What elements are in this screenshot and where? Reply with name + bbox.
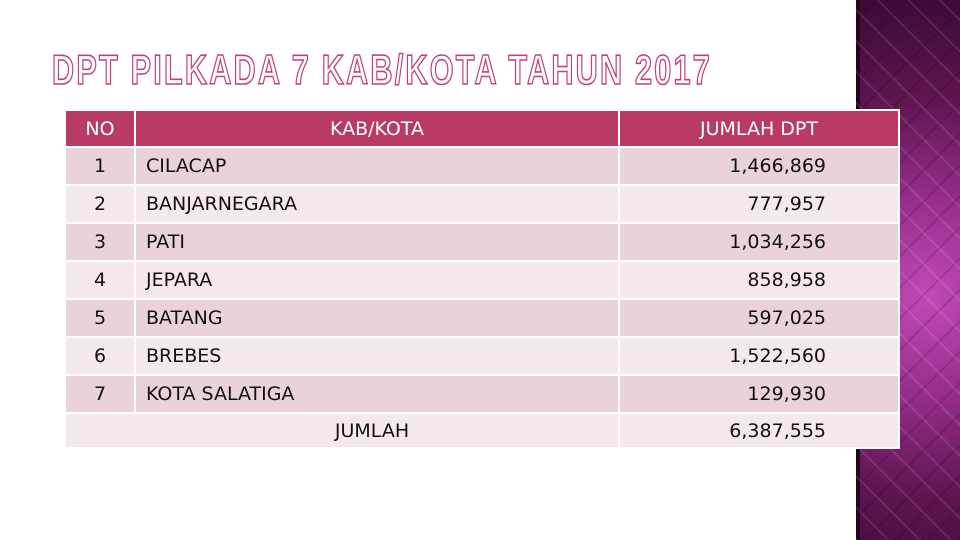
row-no: 3: [64, 222, 136, 262]
row-no: 6: [64, 336, 136, 376]
row-jumlah-dpt: 777,957: [618, 184, 900, 224]
header-jumlah-dpt: JUMLAH DPT: [618, 109, 900, 148]
row-no: 2: [64, 184, 136, 224]
table-row: 5 BATANG 597,025: [64, 298, 900, 338]
dpt-table: NO KAB/KOTA JUMLAH DPT 1 CILACAP 1,466,8…: [64, 109, 900, 449]
slide-title: DPT PILKADA 7 KAB/KOTA TAHUN 2017: [50, 44, 840, 94]
table-row: 3 PATI 1,034,256: [64, 222, 900, 262]
header-kab-kota: KAB/KOTA: [134, 109, 620, 148]
table-row: 4 JEPARA 858,958: [64, 260, 900, 300]
row-kab-kota: PATI: [134, 222, 620, 262]
table-header-row: NO KAB/KOTA JUMLAH DPT: [64, 109, 900, 148]
row-jumlah-dpt: 1,034,256: [618, 222, 900, 262]
table-row: 6 BREBES 1,522,560: [64, 336, 900, 376]
row-jumlah-dpt: 129,930: [618, 374, 900, 414]
table-row: 7 KOTA SALATIGA 129,930: [64, 374, 900, 414]
row-jumlah-dpt: 1,466,869: [618, 146, 900, 186]
row-kab-kota: CILACAP: [134, 146, 620, 186]
row-no: 1: [64, 146, 136, 186]
decorative-side-panel: [856, 0, 960, 540]
row-jumlah-dpt: 858,958: [618, 260, 900, 300]
table-row: 1 CILACAP 1,466,869: [64, 146, 900, 186]
slide-title-text: DPT PILKADA 7 KAB/KOTA TAHUN 2017: [52, 46, 712, 93]
total-label: JUMLAH: [64, 412, 620, 449]
total-value: 6,387,555: [618, 412, 900, 449]
row-kab-kota: KOTA SALATIGA: [134, 374, 620, 414]
row-no: 5: [64, 298, 136, 338]
table-row: 2 BANJARNEGARA 777,957: [64, 184, 900, 224]
header-no: NO: [64, 109, 136, 148]
row-kab-kota: BATANG: [134, 298, 620, 338]
row-no: 7: [64, 374, 136, 414]
row-kab-kota: JEPARA: [134, 260, 620, 300]
row-jumlah-dpt: 597,025: [618, 298, 900, 338]
row-kab-kota: BANJARNEGARA: [134, 184, 620, 224]
total-row: JUMLAH 6,387,555: [64, 412, 900, 449]
row-no: 4: [64, 260, 136, 300]
row-kab-kota: BREBES: [134, 336, 620, 376]
row-jumlah-dpt: 1,522,560: [618, 336, 900, 376]
